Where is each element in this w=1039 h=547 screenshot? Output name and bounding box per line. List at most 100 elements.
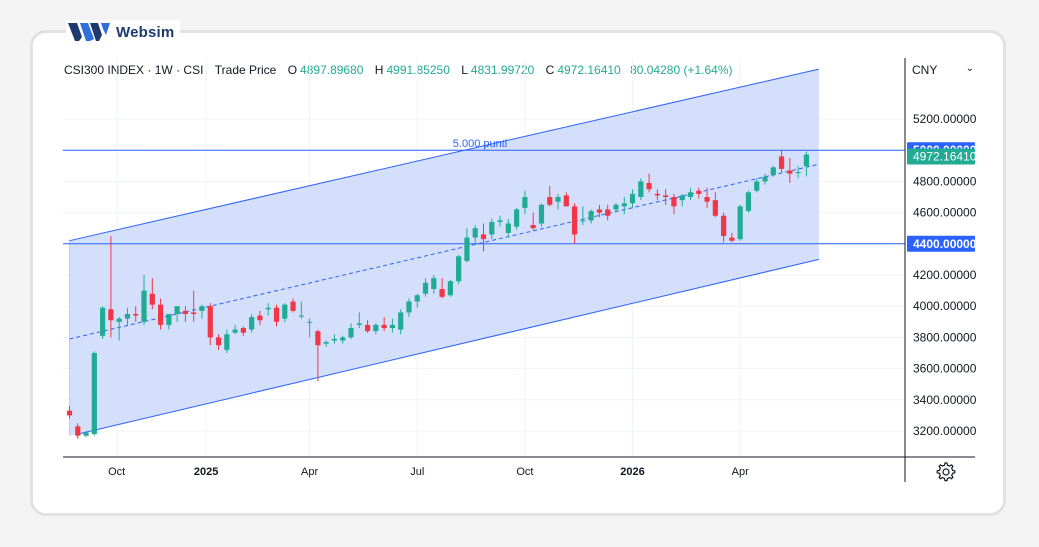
candle-body	[480, 234, 487, 240]
candle-body	[331, 338, 338, 341]
candle-body	[654, 193, 660, 196]
legend-low-label: L	[461, 63, 468, 77]
candle-body	[803, 154, 810, 167]
legend-close-label: C	[545, 63, 555, 77]
candle-body	[298, 315, 304, 317]
candle-body	[704, 197, 710, 202]
candle-body	[166, 314, 172, 325]
y-tick-label: 4600.00000	[913, 206, 977, 220]
candle-body	[629, 193, 636, 204]
candle-body	[795, 172, 801, 174]
legend-sep: ·	[176, 63, 181, 77]
candle-body	[679, 195, 685, 201]
level-annotation: 5.000 punti	[453, 138, 507, 150]
legend-interval[interactable]: 1W	[154, 63, 173, 77]
candle-body	[489, 221, 495, 235]
candle-body	[571, 206, 578, 235]
candle-body	[663, 195, 669, 197]
y-tick-label: 3600.00000	[913, 362, 977, 376]
candle-body	[224, 334, 230, 350]
candle-body	[787, 170, 793, 174]
candle-body	[538, 204, 545, 224]
chart-legend: CSI300 INDEX · 1W · CSI Trade Price O 489…	[64, 63, 733, 77]
brand-logo: Websim	[66, 20, 181, 44]
candle-body	[580, 220, 586, 222]
candle-body	[91, 353, 97, 435]
legend-low-value: 4831.99720	[470, 63, 535, 77]
currency-selector[interactable]: CNY ⌄	[912, 63, 976, 77]
channel-fill	[69, 69, 819, 436]
candle-body	[116, 318, 122, 322]
candle-body	[729, 237, 735, 241]
candle-body	[66, 410, 73, 416]
candle-body	[737, 206, 743, 240]
last-price-box	[907, 148, 975, 165]
candle-body	[671, 197, 677, 207]
last-price-label: 4972.16410	[913, 150, 977, 164]
legend-symbol[interactable]: CSI300 INDEX	[64, 63, 145, 77]
candle-body	[605, 209, 611, 216]
candle-body	[133, 314, 139, 316]
y-tick-label: 4000.00000	[913, 299, 977, 313]
candle-body	[464, 237, 470, 261]
chevron-down-icon: ⌄	[965, 63, 974, 74]
candle-body	[555, 197, 561, 202]
channel-median-line	[69, 163, 819, 340]
candle-body	[422, 282, 429, 294]
candle-body	[340, 337, 346, 341]
candle-body	[447, 281, 453, 296]
candle-body	[588, 211, 594, 221]
candle-body	[307, 321, 313, 323]
candle-body	[646, 182, 652, 190]
candle-body	[456, 256, 462, 282]
candle-body	[199, 306, 205, 311]
channel-upper-line	[69, 68, 819, 242]
websim-logo-icon	[68, 23, 110, 41]
candle-body	[638, 181, 644, 197]
candle-body	[100, 307, 106, 336]
candle-body	[182, 310, 189, 314]
candle-body	[530, 225, 536, 229]
candle-body	[472, 228, 478, 238]
candle-body	[174, 306, 180, 314]
candle-body	[356, 323, 362, 325]
candle-body	[596, 209, 603, 213]
y-tick-label: 3400.00000	[913, 393, 977, 407]
legend-price-type[interactable]: Trade Price	[214, 63, 277, 77]
candle-body	[191, 312, 197, 314]
candle-body	[265, 307, 271, 310]
candle-body	[721, 215, 727, 236]
candle-body	[207, 306, 213, 338]
candle-body	[547, 197, 553, 205]
legend-open-label: O	[287, 63, 298, 77]
legend-high-value: 4991.85250	[386, 63, 450, 77]
candle-body	[439, 289, 445, 297]
x-tick-label: 2025	[194, 466, 218, 478]
candle-body	[398, 312, 404, 330]
x-tick-label: 2026	[620, 466, 644, 478]
x-tick-label: Oct	[516, 466, 533, 478]
x-tick-label: Jul	[410, 466, 424, 478]
candle-body	[240, 328, 246, 333]
candle-body	[249, 317, 255, 330]
candle-body	[497, 220, 503, 222]
candle-body	[522, 197, 528, 208]
candle-body	[745, 192, 752, 212]
candle-body	[563, 195, 569, 207]
currency-label: CNY	[912, 63, 938, 77]
candle-body	[762, 176, 768, 182]
level-price-label: 4400.00000	[913, 237, 977, 251]
candle-body	[108, 309, 114, 321]
gear-icon[interactable]	[936, 462, 956, 482]
y-tick-label: 3200.00000	[913, 424, 977, 438]
candle-body	[273, 307, 280, 322]
y-tick-label: 3800.00000	[913, 330, 977, 344]
candle-body	[75, 426, 81, 436]
candle-body	[621, 203, 627, 207]
y-tick-label: 4800.00000	[913, 174, 977, 188]
y-tick-label: 5200.00000	[913, 112, 977, 126]
brand-name: Websim	[116, 23, 175, 41]
candle-body	[406, 301, 412, 313]
candle-body	[754, 181, 760, 191]
